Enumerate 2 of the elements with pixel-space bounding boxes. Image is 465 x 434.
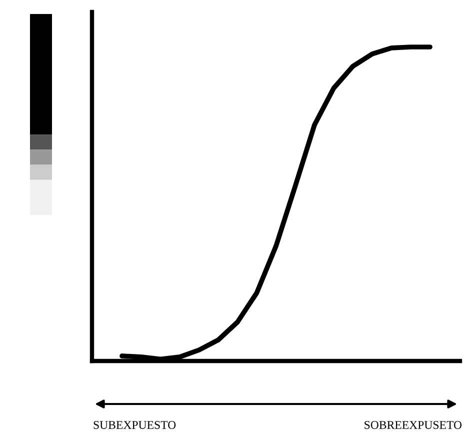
text: SUBEXPUESTO	[94, 421, 176, 429]
text: SOBREEXPUSETO	[364, 421, 462, 429]
